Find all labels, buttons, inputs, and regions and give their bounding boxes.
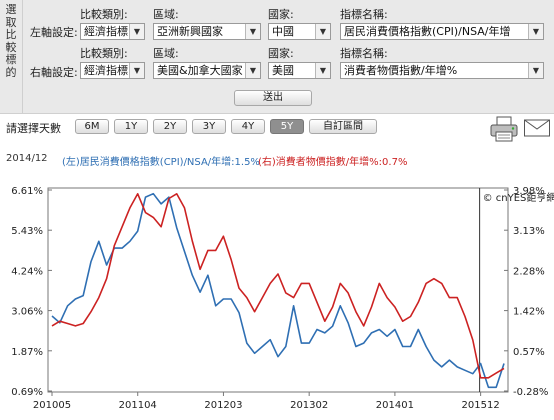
right-axis-tick-label: -0.28%	[513, 387, 548, 398]
right-series-line	[51, 192, 505, 379]
x-axis-tick-label: 201005	[33, 400, 71, 411]
right-type-value: 經濟指標	[84, 64, 128, 77]
printer-icon[interactable]	[488, 115, 520, 143]
right-indicator-value: 消費者物價指數/年增%	[344, 64, 458, 77]
chevron-down-icon: ▼	[315, 24, 330, 39]
left-indicator-label: 指標名稱:	[340, 8, 388, 21]
left-axis-tick-label: 4.24%	[11, 266, 43, 277]
right-country-value: 美國	[272, 64, 294, 77]
range-3y-button[interactable]: 3Y	[192, 119, 226, 134]
right-country-label: 國家:	[268, 47, 294, 60]
left-country-select[interactable]: 中國 ▼	[268, 23, 331, 40]
chevron-down-icon: ▼	[245, 24, 260, 39]
range-6m-button[interactable]: 6M	[75, 119, 109, 134]
left-indicator-value: 居民消費價格指數(CPI)/NSA/年增	[344, 25, 511, 38]
right-type-select[interactable]: 經濟指標 ▼	[80, 62, 145, 79]
panel-divider	[22, 0, 23, 113]
chart-watermark: © cnYES鉅亨網	[483, 191, 554, 204]
x-axis-tick-label: 201104	[119, 400, 157, 411]
left-country-label: 國家:	[268, 8, 294, 21]
left-axis-tick-label: 6.61%	[11, 186, 43, 197]
range-1y-button[interactable]: 1Y	[114, 119, 148, 134]
left-type-label: 比較類別:	[80, 8, 128, 21]
submit-button[interactable]: 送出	[234, 90, 312, 106]
left-region-select[interactable]: 亞洲新興國家 ▼	[153, 23, 261, 40]
custom-range-button[interactable]: 自訂區間	[309, 119, 377, 134]
chart-date-label: 2014/12	[6, 153, 48, 164]
left-axis-tick-label: 5.43%	[11, 226, 43, 237]
left-axis-tick-label: 1.87%	[11, 347, 43, 358]
envelope-icon[interactable]	[523, 115, 551, 139]
right-axis-tick-label: 2.28%	[513, 266, 545, 277]
chevron-down-icon: ▼	[245, 63, 260, 78]
right-axis-tick-label: 3.98%	[513, 186, 545, 197]
chevron-down-icon: ▼	[129, 24, 144, 39]
left-indicator-select[interactable]: 居民消費價格指數(CPI)/NSA/年增 ▼	[340, 23, 544, 40]
left-region-label: 區域:	[153, 8, 179, 21]
left-type-select[interactable]: 經濟指標 ▼	[80, 23, 145, 40]
right-axis-tick-label: 3.13%	[513, 226, 545, 237]
right-region-label: 區域:	[153, 47, 179, 60]
left-type-value: 經濟指標	[84, 25, 128, 38]
right-axis-tick-label: 1.42%	[513, 307, 545, 318]
left-axis-tick-label: 0.69%	[11, 387, 43, 398]
plot-area	[47, 187, 509, 393]
legend-right-series: (右)消費者物價指數/年增%:0.7%	[258, 157, 408, 168]
left-series-line	[51, 192, 505, 389]
chevron-down-icon: ▼	[129, 63, 144, 78]
right-region-select[interactable]: 美國&加拿大國家 ▼	[153, 62, 261, 79]
selection-panel: 選取比較標的 左軸設定: 比較類別: 經濟指標 ▼ 區域: 亞洲新興國家 ▼ 國…	[0, 0, 554, 114]
range-5y-button[interactable]: 5Y	[270, 119, 304, 134]
range-2y-button[interactable]: 2Y	[153, 119, 187, 134]
right-region-value: 美國&加拿大國家	[157, 64, 243, 77]
right-axis-setting-label: 右軸設定:	[30, 66, 78, 79]
left-region-value: 亞洲新興國家	[157, 25, 223, 38]
left-axis-tick-label: 3.06%	[11, 307, 43, 318]
right-country-select[interactable]: 美國 ▼	[268, 62, 331, 79]
left-country-value: 中國	[272, 25, 294, 38]
chevron-down-icon: ▼	[528, 24, 543, 39]
range-4y-button[interactable]: 4Y	[231, 119, 265, 134]
dual-axis-line-chart: 6.61% 5.43% 4.24% 3.06% 1.87% 0.69% 3.98% 3.13%…	[11, 186, 554, 411]
x-axis-tick-label: 201401	[376, 400, 414, 411]
panel-vertical-title: 選取比較標的	[5, 3, 17, 79]
right-indicator-label: 指標名稱:	[340, 47, 388, 60]
right-axis-tick-label: 0.57%	[513, 347, 545, 358]
range-label: 請選擇天數	[6, 122, 61, 135]
x-axis-tick-label: 201512	[462, 400, 500, 411]
x-axis-tick-label: 201203	[204, 400, 242, 411]
right-type-label: 比較類別:	[80, 47, 128, 60]
legend-left-series: (左)居民消費價格指數(CPI)/NSA/年增:1.5%	[62, 157, 260, 168]
right-indicator-select[interactable]: 消費者物價指數/年增% ▼	[340, 62, 544, 79]
left-axis-setting-label: 左軸設定:	[30, 26, 78, 39]
chevron-down-icon: ▼	[528, 63, 543, 78]
chevron-down-icon: ▼	[315, 63, 330, 78]
x-axis-tick-label: 201302	[290, 400, 328, 411]
